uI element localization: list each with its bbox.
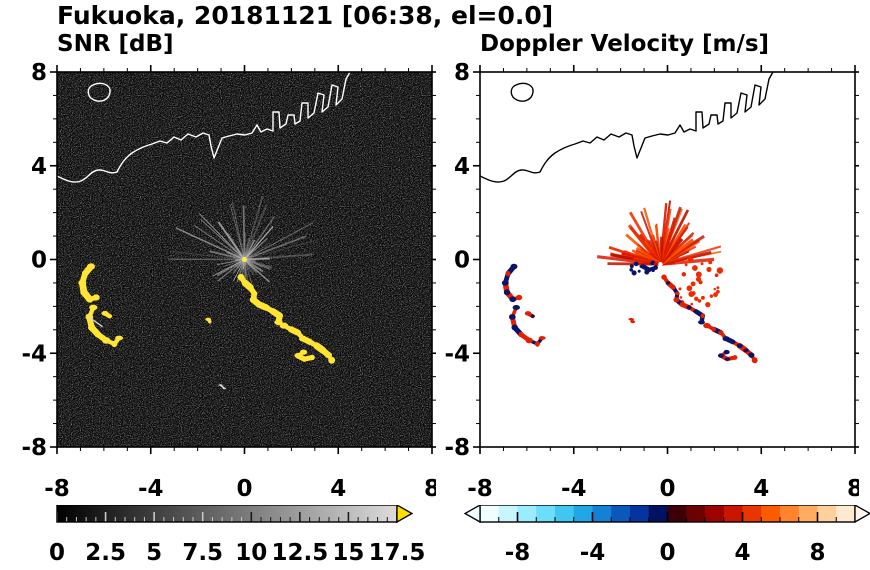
axis-tick-labels: -8 -4 0 4 8 8 4 0 -4 -8 xyxy=(444,60,859,502)
svg-text:-8: -8 xyxy=(467,476,493,502)
coastline xyxy=(57,72,351,183)
svg-text:4: 4 xyxy=(31,154,47,180)
plot-area xyxy=(57,72,432,447)
svg-text:12.5: 12.5 xyxy=(272,540,329,566)
svg-text:-4: -4 xyxy=(580,540,606,566)
svg-text:4: 4 xyxy=(330,476,346,502)
axis-tick-labels: -8 -4 0 4 8 8 4 0 -4 -8 xyxy=(21,60,436,502)
echo-scatter xyxy=(629,260,655,276)
svg-text:0: 0 xyxy=(659,476,675,502)
svg-text:-8: -8 xyxy=(44,476,70,502)
svg-text:15: 15 xyxy=(332,540,364,566)
svg-text:0: 0 xyxy=(659,540,675,566)
svg-text:8: 8 xyxy=(809,540,825,566)
colorbar-labels: 0 2.5 5 7.5 10 12.5 15 17.5 xyxy=(49,540,425,566)
svg-text:-4: -4 xyxy=(138,476,164,502)
snr-radar-plot: -8 -4 0 4 8 8 4 0 -4 -8 xyxy=(21,60,436,502)
velocity-colorbar: -8 -4 0 4 8 xyxy=(463,505,870,566)
svg-text:-4: -4 xyxy=(561,476,587,502)
svg-text:8: 8 xyxy=(31,60,47,86)
axis-ticks xyxy=(473,65,859,454)
svg-text:0: 0 xyxy=(454,248,470,274)
svg-text:4: 4 xyxy=(734,540,750,566)
snr-colorbar: 0 2.5 5 7.5 10 12.5 15 17.5 xyxy=(49,505,425,566)
svg-text:17.5: 17.5 xyxy=(369,540,426,566)
coastline xyxy=(480,72,774,183)
svg-text:10: 10 xyxy=(235,540,267,566)
svg-text:8: 8 xyxy=(424,476,436,502)
svg-text:7.5: 7.5 xyxy=(182,540,223,566)
overflow-arrow xyxy=(854,505,870,524)
radar-center-dot xyxy=(242,257,247,262)
svg-text:2.5: 2.5 xyxy=(85,540,126,566)
colorbar-labels: -8 -4 0 4 8 xyxy=(505,540,826,566)
svg-text:-4: -4 xyxy=(444,341,470,367)
svg-text:8: 8 xyxy=(847,476,859,502)
radial-streaks xyxy=(596,200,722,266)
underflow-arrow xyxy=(463,505,481,524)
doppler-velocity-plot: -8 -4 0 4 8 8 4 0 -4 -8 xyxy=(444,60,859,502)
svg-text:5: 5 xyxy=(146,540,162,566)
echo-blobs xyxy=(78,263,336,390)
radar-center-dot xyxy=(658,261,663,267)
snr-panel-title: SNR [dB] xyxy=(57,31,174,57)
svg-text:-8: -8 xyxy=(505,540,531,566)
svg-text:0: 0 xyxy=(31,248,47,274)
svg-text:0: 0 xyxy=(236,476,252,502)
overflow-arrow xyxy=(396,505,414,524)
noise-speckle xyxy=(57,72,432,447)
echo-blobs xyxy=(501,263,758,364)
svg-text:-4: -4 xyxy=(21,341,47,367)
figure-title: Fukuoka, 20181121 [06:38, el=0.0] xyxy=(57,1,554,30)
radial-streaks xyxy=(169,195,319,293)
velocity-panel-title: Doppler Velocity [m/s] xyxy=(480,31,770,57)
svg-text:4: 4 xyxy=(454,154,470,180)
svg-text:-8: -8 xyxy=(444,435,470,461)
svg-text:4: 4 xyxy=(753,476,769,502)
svg-text:-8: -8 xyxy=(21,435,47,461)
plot-area xyxy=(480,72,774,364)
svg-text:0: 0 xyxy=(49,540,65,566)
svg-text:8: 8 xyxy=(454,60,470,86)
echo-scatter xyxy=(678,256,724,308)
axis-ticks xyxy=(50,65,436,454)
